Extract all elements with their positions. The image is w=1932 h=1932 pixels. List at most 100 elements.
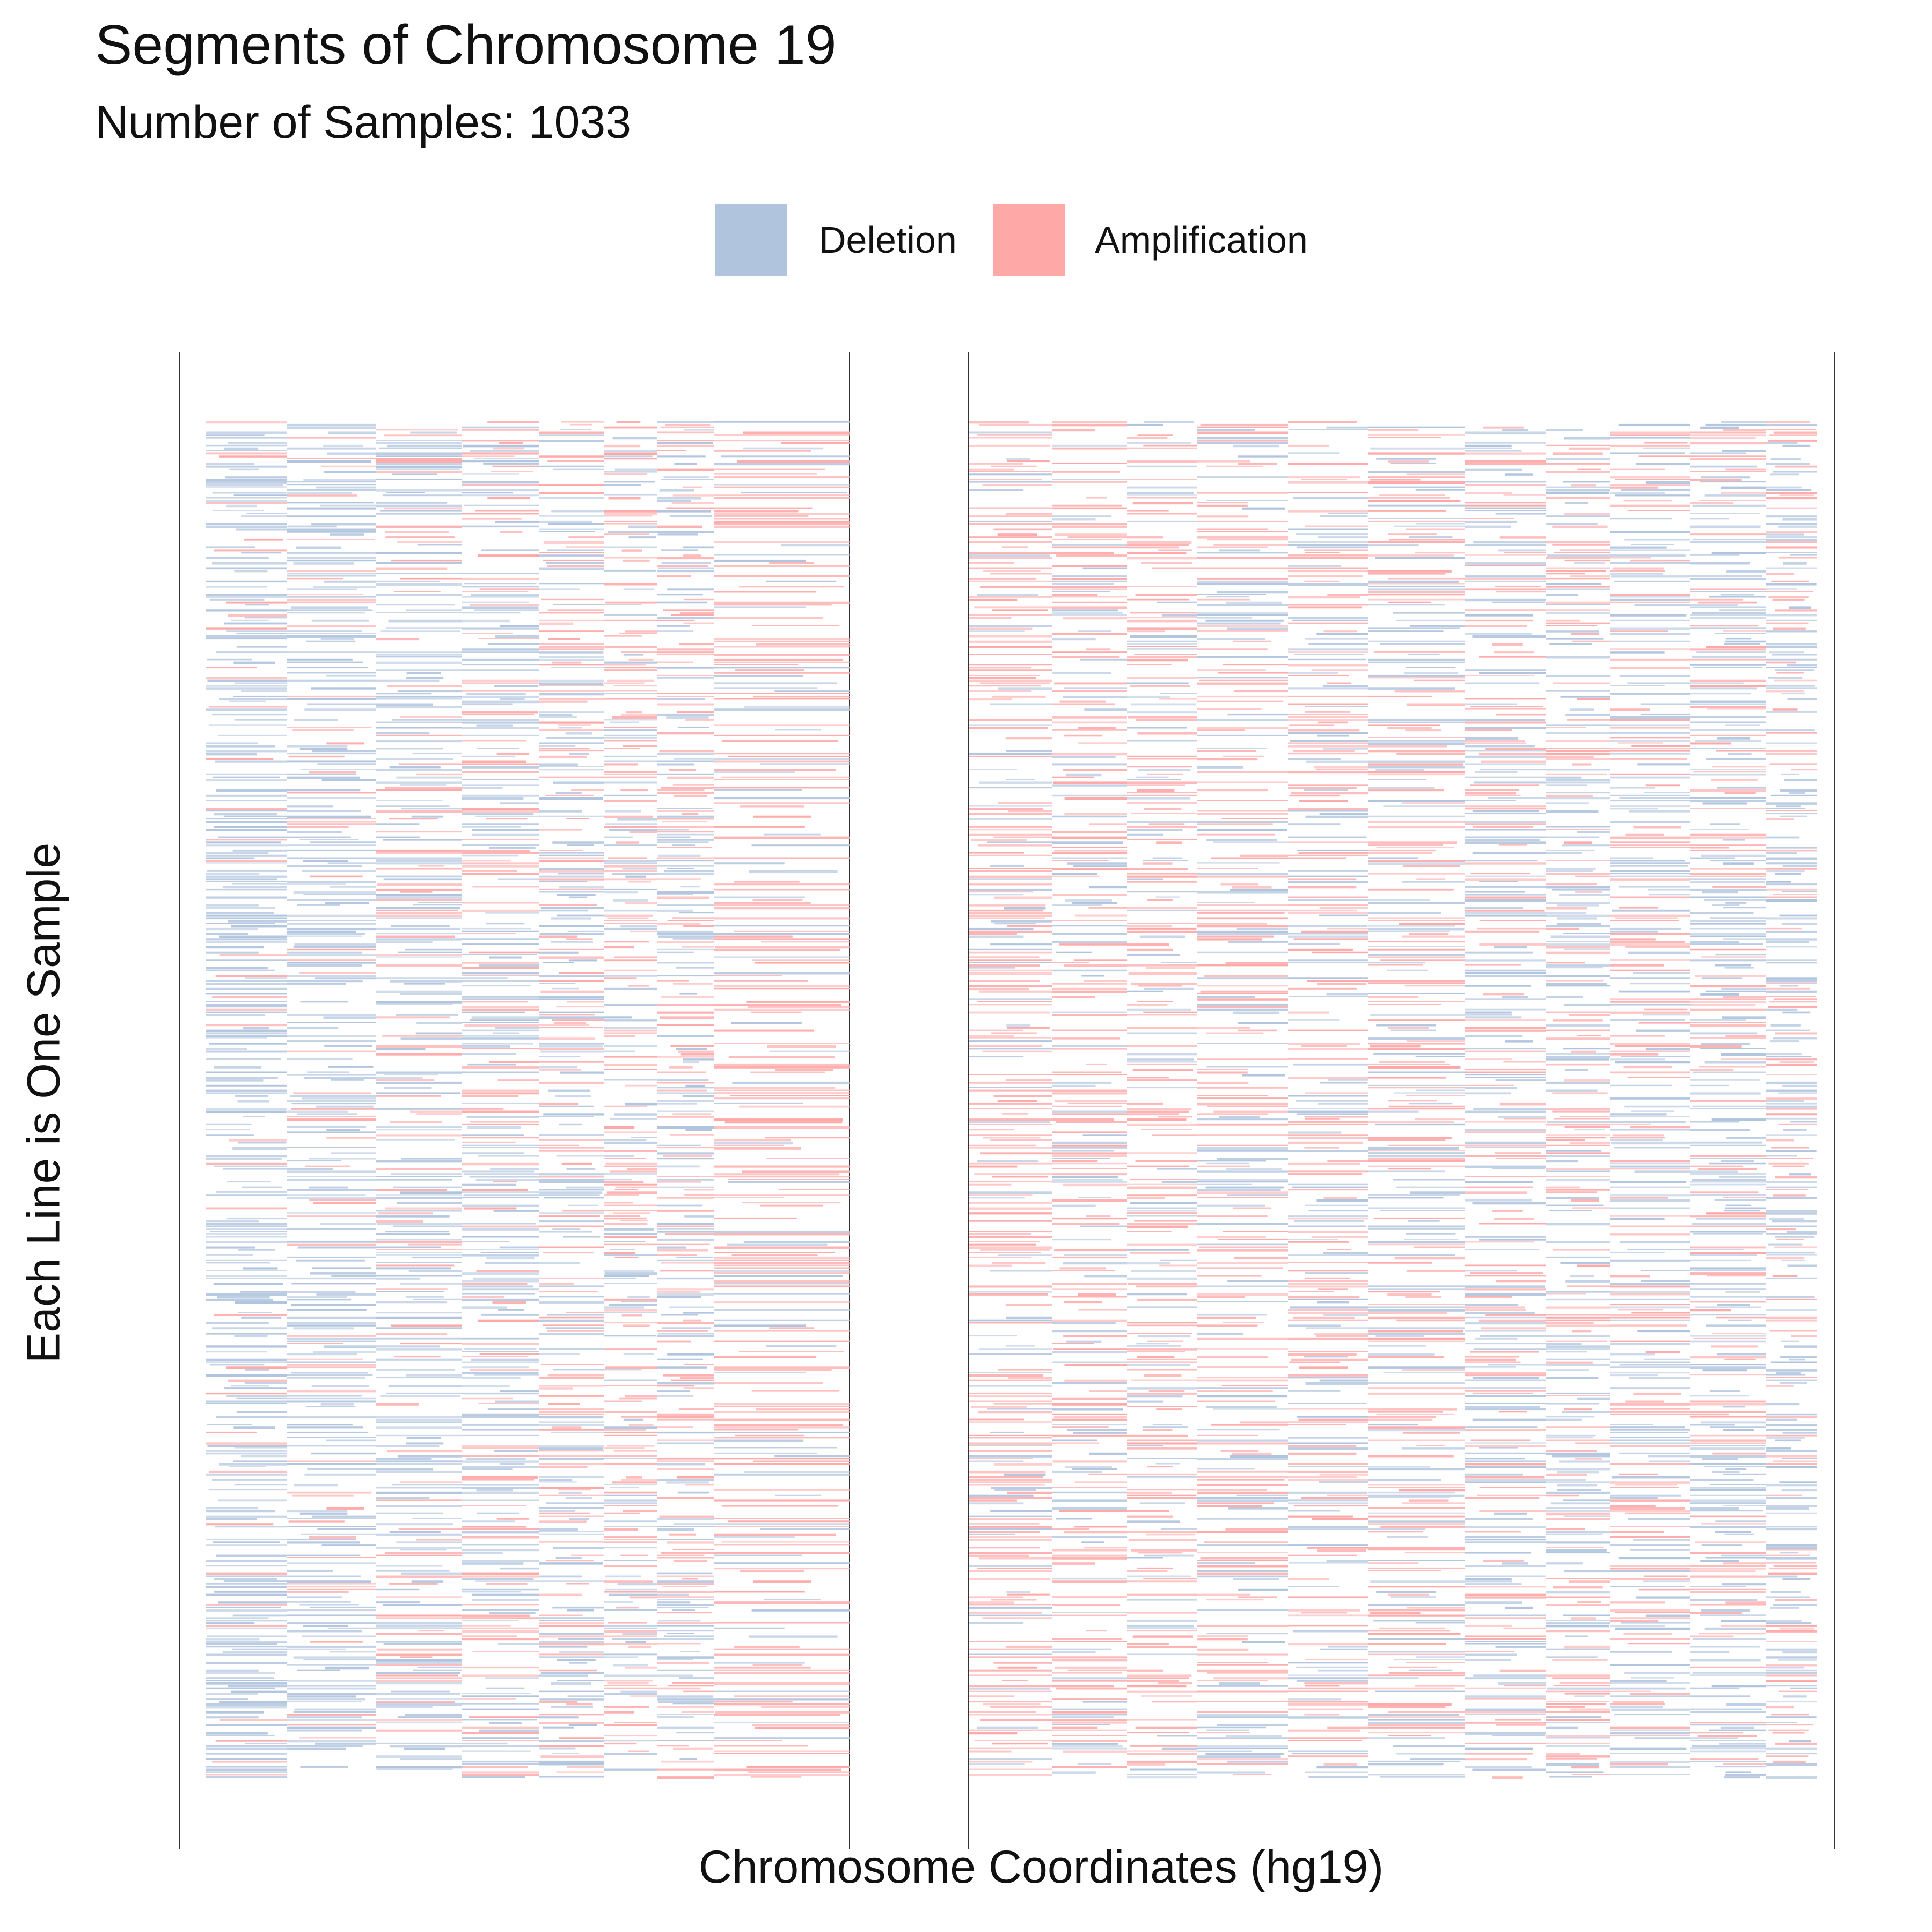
- segment-amplification: [714, 1176, 850, 1178]
- segment-deletion: [1052, 755, 1116, 758]
- segment-deletion: [206, 479, 287, 481]
- segment-deletion: [236, 1411, 287, 1413]
- segment-deletion: [1142, 1426, 1188, 1428]
- segment-amplification: [206, 860, 287, 862]
- segment-deletion: [969, 625, 1052, 627]
- segment-deletion: [1690, 935, 1766, 938]
- segment-amplification: [1368, 941, 1465, 943]
- segment-deletion: [206, 1351, 267, 1353]
- segment-deletion: [1690, 614, 1766, 616]
- segment-amplification: [1127, 546, 1179, 549]
- segment-deletion: [657, 1238, 714, 1241]
- segment-amplification: [1127, 479, 1197, 480]
- segment-deletion: [1564, 948, 1610, 951]
- segment-amplification: [969, 677, 1036, 679]
- segment-amplification: [1127, 1194, 1197, 1197]
- segment-amplification: [571, 1554, 604, 1556]
- segment-deletion: [206, 1233, 287, 1235]
- segment-deletion: [1465, 1442, 1546, 1444]
- segment-amplification: [462, 962, 539, 964]
- segment-deletion: [499, 625, 539, 627]
- segment-amplification: [714, 935, 793, 938]
- segment-deletion: [206, 980, 287, 982]
- segment-deletion: [1227, 713, 1288, 716]
- segment-deletion: [1610, 930, 1658, 933]
- segment-amplification: [1288, 1011, 1329, 1014]
- segment-deletion: [1127, 520, 1197, 522]
- segment-deletion: [206, 854, 287, 857]
- segment-amplification: [1127, 781, 1197, 784]
- segment-deletion: [1160, 1259, 1197, 1261]
- segment-deletion: [548, 523, 604, 525]
- segment-amplification: [1197, 440, 1288, 442]
- segment-amplification: [462, 1001, 528, 1003]
- segment-amplification: [969, 1037, 1051, 1039]
- segment-amplification: [462, 849, 530, 852]
- segment-deletion: [714, 925, 850, 927]
- segment-deletion: [1465, 1236, 1546, 1238]
- segment-deletion: [1546, 776, 1582, 779]
- segment-amplification: [1059, 1267, 1106, 1270]
- segment-deletion: [1293, 497, 1368, 499]
- segment-amplification: [724, 1121, 843, 1124]
- segment-amplification: [539, 484, 604, 487]
- segment-amplification: [1288, 808, 1368, 810]
- segment-amplification: [1479, 1487, 1546, 1488]
- segment-deletion: [206, 1609, 287, 1612]
- segment-deletion: [223, 1580, 287, 1582]
- segment-deletion: [462, 669, 539, 671]
- segment-amplification: [376, 471, 462, 473]
- segment-amplification: [1723, 996, 1766, 998]
- segment-deletion: [317, 1528, 376, 1530]
- segment-deletion: [1546, 1291, 1610, 1293]
- segment-amplification: [604, 1309, 657, 1312]
- segment-amplification: [751, 1390, 840, 1392]
- segment-amplification: [604, 1056, 657, 1058]
- segment-amplification: [969, 1241, 1040, 1242]
- segment-deletion: [969, 878, 1052, 880]
- segment-deletion: [1052, 1147, 1127, 1149]
- segment-deletion: [1292, 1186, 1368, 1188]
- segment-deletion: [539, 1319, 604, 1322]
- segment-deletion: [1465, 614, 1533, 617]
- segment-amplification: [539, 1512, 590, 1514]
- segment-deletion: [287, 1747, 346, 1750]
- segment-amplification: [1546, 1144, 1610, 1146]
- segment-deletion: [237, 1141, 287, 1144]
- segment-amplification: [1127, 1113, 1179, 1116]
- segment-amplification: [604, 1706, 649, 1708]
- segment-amplification: [1197, 1267, 1284, 1269]
- segment-deletion: [1610, 927, 1681, 930]
- segment-amplification: [604, 635, 642, 637]
- segment-deletion: [287, 962, 376, 964]
- segment-deletion: [1690, 1173, 1766, 1175]
- segment-amplification: [1307, 980, 1368, 982]
- segment-amplification: [1610, 1035, 1665, 1037]
- segment-amplification: [714, 497, 850, 499]
- segment-deletion: [1701, 977, 1743, 979]
- segment-amplification: [1288, 1445, 1357, 1447]
- segment-deletion: [1052, 612, 1123, 614]
- segment-amplification: [1064, 964, 1127, 967]
- segment-deletion: [1296, 1100, 1368, 1102]
- segment-amplification: [1772, 598, 1805, 601]
- segment-deletion: [1610, 1372, 1690, 1374]
- segment-amplification: [1546, 927, 1579, 930]
- segment-deletion: [1570, 708, 1594, 711]
- segment-deletion: [552, 1228, 581, 1230]
- segment-deletion: [1789, 792, 1805, 794]
- segment-amplification: [1465, 896, 1546, 899]
- segment-deletion: [287, 575, 376, 577]
- segment-deletion: [1781, 1489, 1817, 1492]
- segment-deletion: [287, 1397, 376, 1400]
- segment-amplification: [969, 515, 1052, 517]
- segment-deletion: [1766, 1450, 1817, 1452]
- segment-amplification: [1288, 651, 1368, 653]
- segment-deletion: [376, 1179, 452, 1181]
- segment-deletion: [1131, 703, 1196, 706]
- segment-amplification: [1052, 1173, 1127, 1176]
- segment-amplification: [1368, 541, 1465, 543]
- segment-amplification: [1197, 567, 1288, 569]
- segment-deletion: [1546, 996, 1583, 998]
- segment-deletion: [1782, 1458, 1817, 1459]
